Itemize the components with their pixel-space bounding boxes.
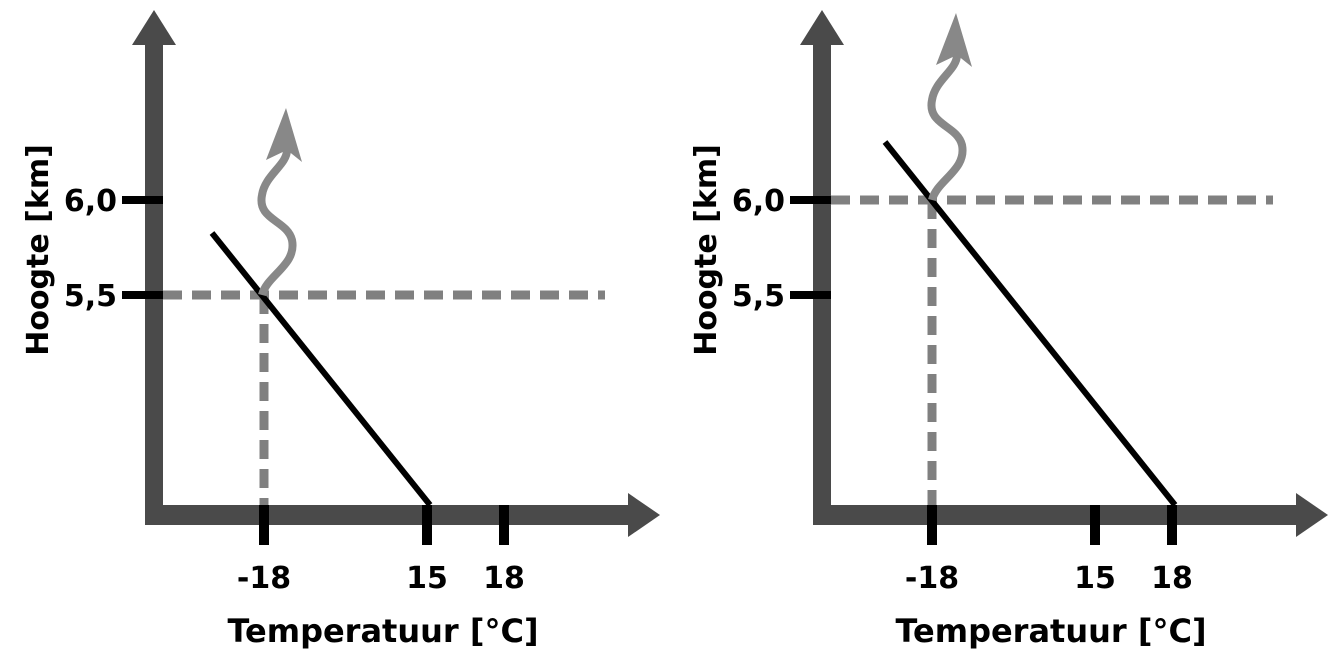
x-tick-label: 18: [1151, 561, 1193, 596]
chart-2: 6,0 5,5 -18 15 18 Hoogte [km] Temperatuur [°C]: [689, 10, 1328, 650]
y-tick-label: 5,5: [732, 279, 785, 314]
y-tick-label: 6,0: [732, 184, 785, 219]
temperature-profile-line: [209, 231, 433, 507]
x-tick: [927, 505, 937, 545]
x-tick: [422, 505, 432, 545]
x-axis-arrowhead: [628, 493, 660, 537]
temperature-profile-line: [882, 140, 1178, 507]
x-tick-label: 15: [406, 561, 448, 596]
x-tick-label: 18: [483, 561, 525, 596]
radiation-arrowhead-icon: [936, 13, 972, 67]
x-tick-label: -18: [237, 561, 291, 596]
y-axis: [813, 40, 831, 525]
x-axis: [813, 505, 1303, 525]
x-tick: [1090, 505, 1100, 545]
x-axis-arrowhead: [1296, 493, 1328, 537]
x-tick: [259, 505, 269, 545]
radiation-wavy-arrow: [927, 54, 967, 202]
x-tick-label: 15: [1074, 561, 1116, 596]
radiation-arrowhead-icon: [266, 108, 302, 162]
x-tick-label: -18: [905, 561, 959, 596]
y-tick: [790, 291, 831, 299]
x-tick: [1167, 505, 1177, 545]
y-tick-label: 6,0: [64, 184, 117, 219]
y-axis-arrowhead: [800, 10, 844, 45]
y-tick: [122, 196, 163, 204]
chart-1: 6,0 5,5 -18 15 18 Hoogte [km] Temperatuur [°C]: [21, 10, 660, 650]
y-tick: [122, 291, 163, 299]
radiation-wavy-arrow: [257, 149, 297, 297]
y-axis-title: Hoogte [km]: [21, 144, 56, 356]
y-tick-label: 5,5: [64, 279, 117, 314]
y-axis-title: Hoogte [km]: [689, 144, 724, 356]
x-axis-title: Temperatuur [°C]: [895, 612, 1206, 650]
y-axis-arrowhead: [132, 10, 176, 45]
y-tick: [790, 196, 831, 204]
x-axis: [145, 505, 635, 525]
y-axis: [145, 40, 163, 525]
x-axis-title: Temperatuur [°C]: [227, 612, 538, 650]
x-tick: [499, 505, 509, 545]
